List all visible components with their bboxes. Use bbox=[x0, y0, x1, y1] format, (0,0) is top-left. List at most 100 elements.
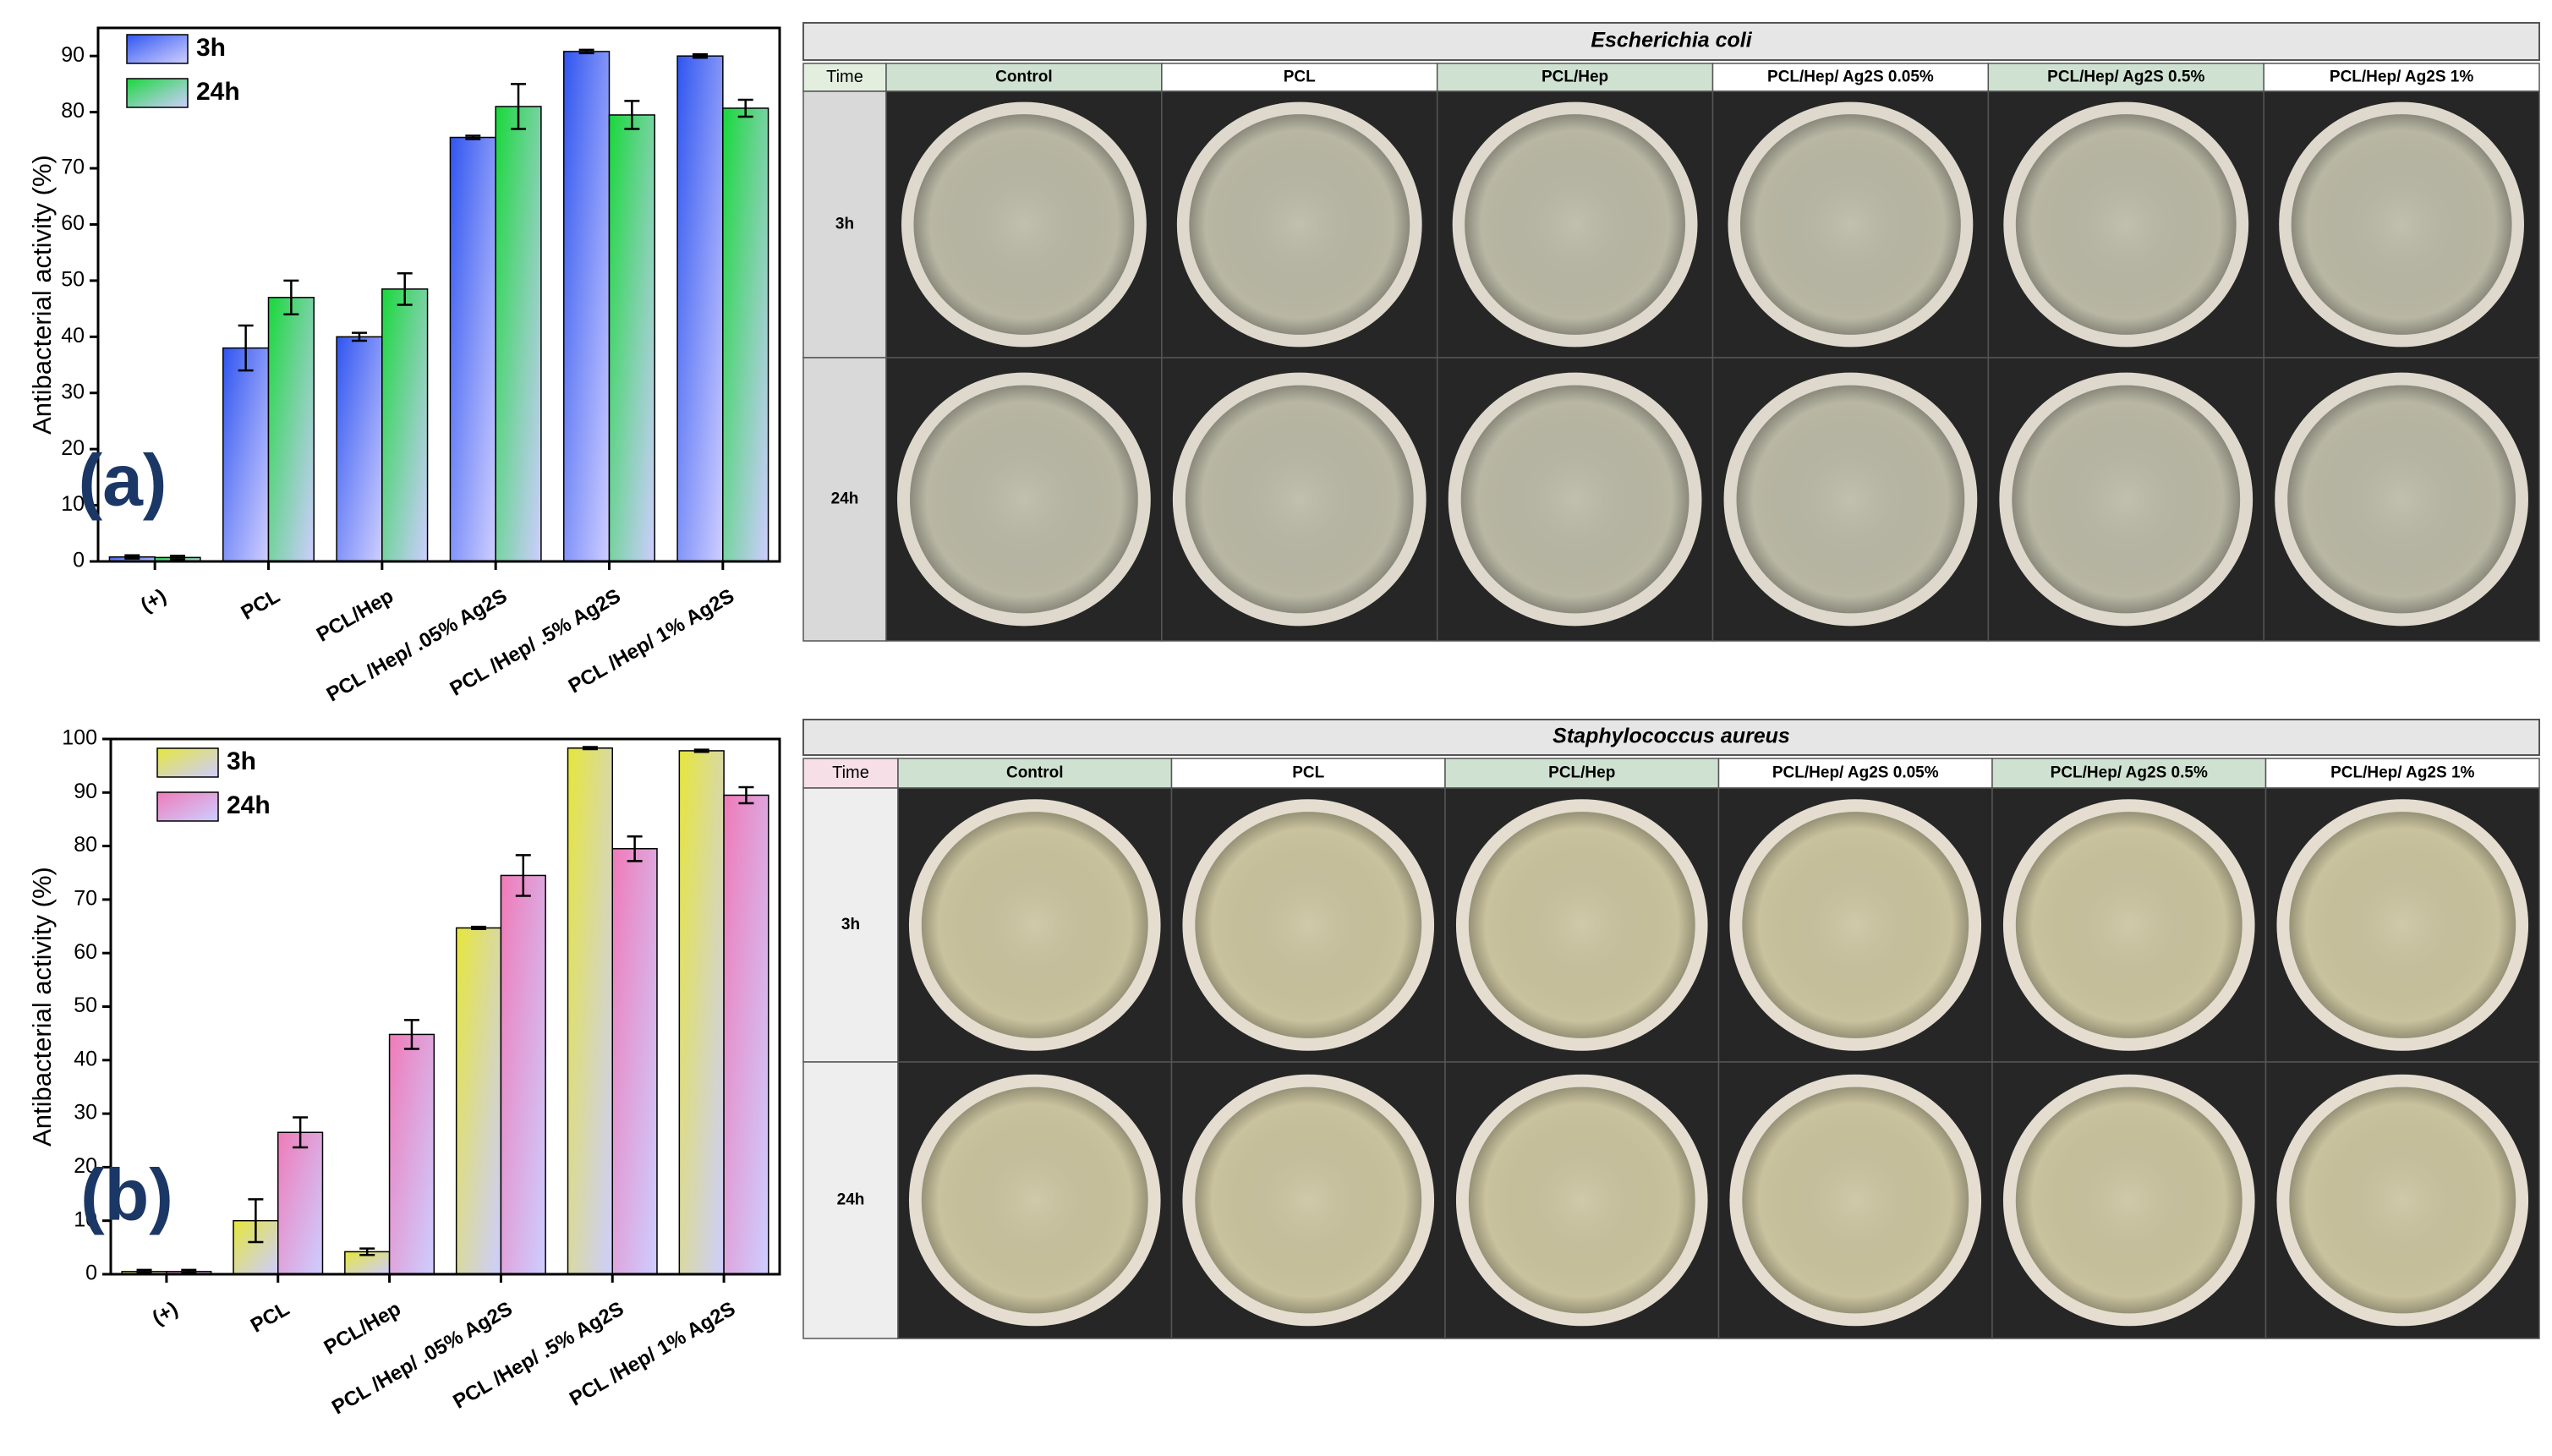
header-label: PCL/Hep/ Ag2S 0.05% bbox=[1772, 764, 1939, 782]
panel-title-bar bbox=[802, 719, 2540, 756]
y-tick-label: 90 bbox=[61, 43, 85, 67]
bar bbox=[500, 874, 546, 1275]
bar bbox=[388, 1033, 435, 1275]
petri-dish-shade bbox=[2289, 1087, 2516, 1314]
row-header-cell bbox=[802, 1061, 899, 1339]
y-tick-label: 30 bbox=[61, 380, 85, 403]
y-tick-label: 40 bbox=[74, 1047, 97, 1070]
petri-dish-shade bbox=[2291, 114, 2512, 335]
header-label: PCL/Hep/ Ag2S 0.5% bbox=[2051, 764, 2208, 782]
row-label: 24h bbox=[831, 490, 859, 508]
error-bar bbox=[403, 1019, 419, 1050]
y-tick-label: 50 bbox=[74, 993, 97, 1017]
error-bar bbox=[359, 1247, 375, 1256]
petri-dish-shade bbox=[1742, 812, 1969, 1038]
petri-dish-shade bbox=[1465, 114, 1685, 335]
y-tick-label: 80 bbox=[61, 99, 85, 123]
panel-title: Escherichia coli bbox=[1591, 29, 1752, 52]
y-tick-label: 90 bbox=[74, 780, 97, 803]
y-tick-label: 40 bbox=[61, 324, 85, 348]
header-label: PCL/Hep/ Ag2S 1% bbox=[2330, 764, 2474, 782]
error-bar bbox=[693, 748, 709, 753]
petri-dish-shade bbox=[921, 1087, 1148, 1314]
panel-title-bar bbox=[802, 22, 2540, 61]
error-bar bbox=[397, 272, 413, 306]
bar bbox=[567, 747, 613, 1275]
petri-dish-shade bbox=[2012, 385, 2241, 614]
bar bbox=[678, 750, 725, 1275]
header-cell bbox=[2264, 758, 2540, 789]
header-label: Time bbox=[826, 68, 863, 86]
header-label: PCL/Hep bbox=[1542, 68, 1608, 86]
legend-label: 3h bbox=[227, 747, 256, 775]
bar bbox=[455, 927, 502, 1275]
header-label: PCL/Hep bbox=[1548, 764, 1615, 782]
header-cell bbox=[1170, 758, 1446, 789]
error-bar bbox=[465, 134, 481, 140]
legend-swatch bbox=[156, 747, 219, 778]
row-header-cell bbox=[802, 90, 887, 359]
panel-label: (a) bbox=[78, 441, 167, 522]
y-tick-label: 70 bbox=[61, 156, 85, 179]
y-tick-label: 100 bbox=[62, 726, 97, 750]
error-bar bbox=[351, 331, 367, 342]
header-label: PCL/Hep/ Ag2S 0.05% bbox=[1767, 68, 1934, 86]
bar bbox=[722, 107, 769, 562]
petri-dish-shade bbox=[1189, 114, 1410, 335]
petri-dish-shade bbox=[921, 812, 1148, 1038]
petri-dish-shade bbox=[910, 385, 1138, 614]
petri-dish-shade bbox=[1468, 1087, 1695, 1314]
error-bar bbox=[738, 785, 754, 805]
plot-frame bbox=[96, 26, 781, 563]
y-tick-label: 70 bbox=[74, 887, 97, 911]
error-bar bbox=[627, 835, 643, 862]
petri-dish-shade bbox=[2287, 385, 2516, 614]
header-label: Control bbox=[1006, 764, 1064, 782]
bar bbox=[608, 114, 655, 562]
bar bbox=[676, 55, 724, 562]
panel-title: Staphylococcus aureus bbox=[1553, 725, 1790, 748]
error-bar bbox=[283, 279, 299, 315]
y-tick-label: 80 bbox=[74, 833, 97, 857]
y-tick-label: 0 bbox=[85, 1262, 97, 1285]
error-bar bbox=[578, 48, 594, 55]
bar bbox=[611, 848, 658, 1275]
bar bbox=[449, 136, 496, 562]
bar bbox=[336, 336, 383, 562]
plot-frame bbox=[109, 737, 781, 1276]
legend-label: 3h bbox=[196, 34, 226, 62]
error-bar bbox=[170, 555, 186, 561]
header-cell bbox=[2263, 63, 2540, 92]
y-tick-label: 10 bbox=[74, 1207, 97, 1231]
bar bbox=[381, 288, 429, 562]
header-cell bbox=[1161, 63, 1438, 92]
row-header-cell bbox=[802, 787, 899, 1063]
bar bbox=[563, 51, 611, 562]
petri-dish-shade bbox=[1460, 385, 1689, 614]
petri-dish-shade bbox=[2015, 114, 2237, 335]
row-label: 3h bbox=[835, 216, 854, 233]
y-tick-label: 60 bbox=[61, 211, 85, 235]
header-cell bbox=[885, 63, 1163, 92]
y-tick-label: 50 bbox=[61, 268, 85, 292]
legend-swatch bbox=[126, 78, 189, 108]
header-label: PCL bbox=[1292, 764, 1324, 782]
panel-label: (b) bbox=[80, 1155, 173, 1236]
bar bbox=[267, 297, 315, 562]
petri-dish-shade bbox=[913, 114, 1135, 335]
row-label: 3h bbox=[841, 916, 860, 933]
legend-label: 24h bbox=[227, 791, 271, 819]
legend-label: 24h bbox=[196, 78, 240, 106]
petri-dish-shade bbox=[1742, 1087, 1969, 1314]
bar bbox=[723, 794, 769, 1275]
y-axis-label: Antibacterial activity (%) bbox=[27, 155, 57, 435]
legend-swatch bbox=[156, 791, 219, 822]
petri-dish-shade bbox=[1736, 385, 1965, 614]
petri-dish-shade bbox=[1195, 1087, 1422, 1314]
y-tick-label: 0 bbox=[73, 549, 85, 572]
petri-dish-shade bbox=[1740, 114, 1961, 335]
y-tick-label: 20 bbox=[74, 1154, 97, 1178]
petri-dish-shade bbox=[1468, 812, 1695, 1038]
y-tick-label: 20 bbox=[61, 436, 85, 460]
